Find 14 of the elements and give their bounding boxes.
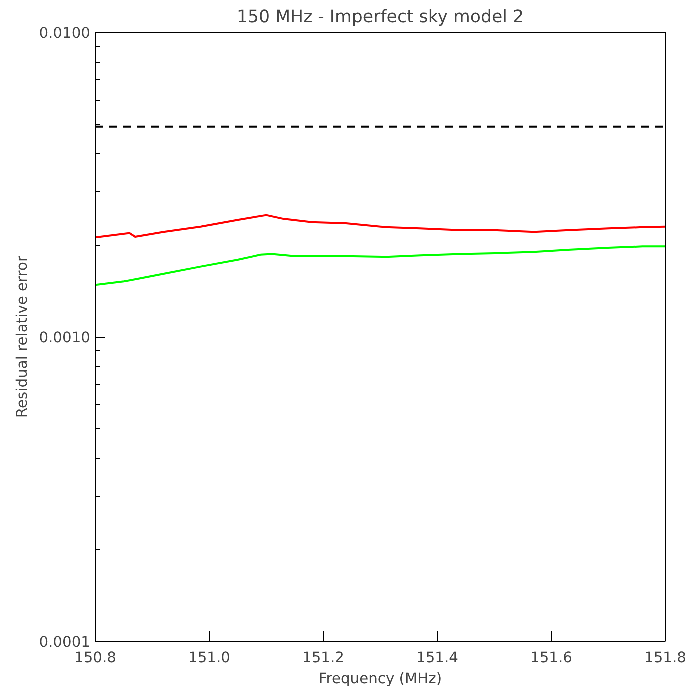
x-tick-label: 151.4 bbox=[416, 650, 458, 666]
x-axis-title: Frequency (MHz) bbox=[318, 670, 442, 688]
x-tick-label: 151.0 bbox=[188, 650, 230, 666]
x-tick-label: 151.8 bbox=[644, 650, 686, 666]
x-tick-label: 151.6 bbox=[530, 650, 572, 666]
y-tick-label: 0.0100 bbox=[39, 25, 91, 42]
x-tick-label: 150.8 bbox=[74, 650, 116, 666]
line-series bbox=[96, 246, 666, 286]
x-tick-label: 151.2 bbox=[302, 650, 344, 666]
y-axis-title: Residual relative error bbox=[14, 255, 32, 418]
line-series bbox=[96, 214, 666, 239]
y-tick-label: 0.0001 bbox=[39, 634, 91, 651]
chart-title: 150 MHz - Imperfect sky model 2 bbox=[237, 8, 524, 28]
y-tick-label: 0.0010 bbox=[39, 330, 91, 346]
